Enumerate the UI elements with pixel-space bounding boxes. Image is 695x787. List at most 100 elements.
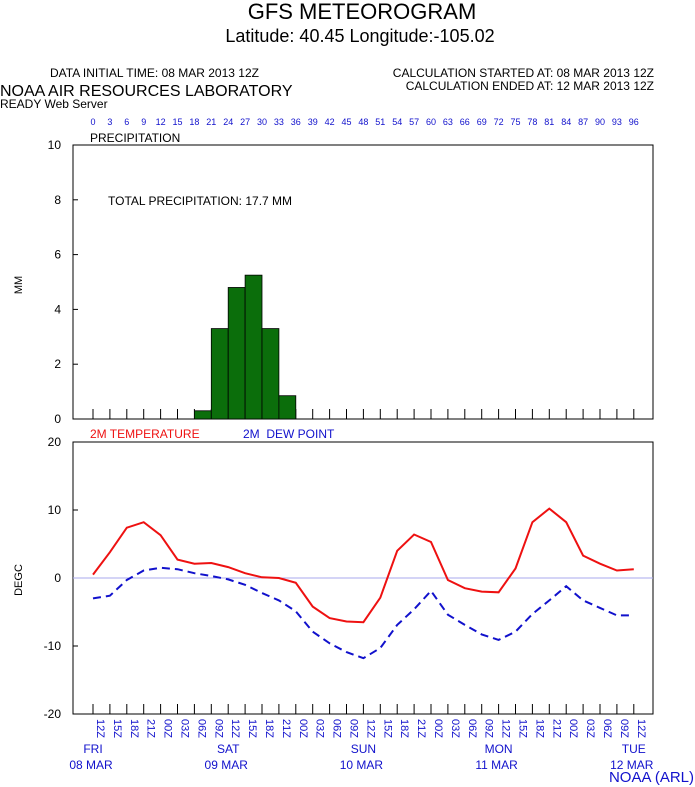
forecast-hour-label: 3 — [107, 117, 112, 127]
forecast-hour-label: 60 — [426, 117, 436, 127]
date-label: 10 MAR — [340, 758, 384, 772]
time-label: 21Z — [550, 719, 562, 738]
time-label: 03Z — [314, 719, 326, 738]
day-label: SAT — [217, 742, 240, 756]
forecast-hour-label: 63 — [443, 117, 453, 127]
temp-ytick-label: -10 — [44, 639, 62, 653]
day-label: FRI — [83, 742, 102, 756]
time-label: 15Z — [517, 719, 529, 738]
time-label: 21Z — [145, 719, 157, 738]
calc-started: CALCULATION STARTED AT: 08 MAR 2013 12Z — [393, 66, 654, 80]
time-label: 15Z — [381, 719, 393, 738]
time-label: 12Z — [500, 719, 512, 738]
forecast-hour-label: 21 — [206, 117, 216, 127]
precip-ytick-label: 4 — [54, 302, 61, 316]
time-label: 09Z — [212, 719, 224, 738]
dewpoint-series-label: 2M DEW POINT — [243, 427, 335, 441]
forecast-hour-label: 93 — [612, 117, 622, 127]
forecast-hour-label: 33 — [274, 117, 284, 127]
precip-ylabel: MM — [13, 276, 25, 294]
forecast-hour-label: 42 — [325, 117, 335, 127]
time-label: 12Z — [364, 719, 376, 738]
time-label: 18Z — [263, 719, 275, 738]
precip-title: PRECIPITATION — [90, 131, 180, 145]
day-label: TUE — [622, 742, 646, 756]
time-label: 00Z — [297, 719, 309, 738]
precip-ytick-label: 6 — [54, 248, 61, 262]
time-label: 06Z — [601, 719, 613, 738]
data-initial-time: DATA INITIAL TIME: 08 MAR 2013 12Z — [50, 66, 259, 80]
forecast-hour-label: 75 — [510, 117, 520, 127]
forecast-hour-label: 0 — [90, 117, 95, 127]
forecast-hour-label: 78 — [527, 117, 537, 127]
lab-name: NOAA AIR RESOURCES LABORATORY — [0, 83, 293, 100]
forecast-hour-label: 90 — [595, 117, 605, 127]
temp-ylabel: DEGC — [13, 564, 25, 596]
server-name: READY Web Server — [0, 97, 108, 111]
precip-bar — [261, 328, 280, 420]
precip-bar — [278, 395, 297, 420]
forecast-hour-label: 72 — [494, 117, 504, 127]
precip-total-annotation: TOTAL PRECIPITATION: 17.7 MM — [108, 194, 292, 208]
time-label: 18Z — [398, 719, 410, 738]
time-label: 06Z — [195, 719, 207, 738]
forecast-hour-label: 81 — [544, 117, 554, 127]
time-label: 12Z — [94, 719, 106, 738]
forecast-hour-label: 30 — [257, 117, 267, 127]
forecast-hour-label: 39 — [308, 117, 318, 127]
forecast-hour-label: 6 — [124, 117, 129, 127]
time-label: 09Z — [483, 719, 495, 738]
forecast-hour-label: 9 — [141, 117, 146, 127]
time-label: 21Z — [415, 719, 427, 738]
temperature-line — [92, 507, 634, 624]
time-label: 18Z — [128, 719, 140, 738]
forecast-hour-label: 57 — [409, 117, 419, 127]
time-label: 00Z — [162, 719, 174, 738]
time-label: 00Z — [567, 719, 579, 738]
time-axis: 12Z 15Z 18Z 21Z 00Z 03Z 06Z 09Z 12Z 15Z 18Z 21Z 00Z 0… — [69, 719, 653, 772]
title: GFS METEOROGRAM — [248, 0, 477, 24]
forecast-hour-label: 96 — [629, 117, 639, 127]
precip-bar — [193, 410, 212, 420]
forecast-hour-label: 36 — [291, 117, 301, 127]
precip-ytick-label: 10 — [48, 138, 62, 152]
precip-bar — [227, 287, 246, 420]
forecast-hour-label: 12 — [156, 117, 166, 127]
time-label: 03Z — [449, 719, 461, 738]
forecast-hour-label: 48 — [358, 117, 368, 127]
precip-frame — [72, 144, 654, 420]
dewpoint-line — [92, 566, 634, 660]
date-label: 09 MAR — [205, 758, 249, 772]
day-label: MON — [485, 742, 513, 756]
precip-ytick-label: 0 — [54, 412, 61, 426]
time-label: 15Z — [111, 719, 123, 738]
temp-ytick-label: -20 — [44, 707, 62, 721]
date-label: 08 MAR — [69, 758, 113, 772]
time-label: 12Z — [635, 719, 647, 738]
temp-ytick-label: 10 — [48, 503, 62, 517]
forecast-hour-label: 87 — [578, 117, 588, 127]
precip-bar — [210, 328, 229, 420]
precip-ytick-label: 8 — [54, 193, 61, 207]
forecast-hour-label: 24 — [223, 117, 233, 127]
day-label: SUN — [351, 742, 376, 756]
temp-series-label: 2M TEMPERATURE — [90, 427, 200, 441]
date-label: 12 MAR — [610, 758, 654, 772]
forecast-hour-label: 45 — [341, 117, 351, 127]
temp-ytick-label: 20 — [48, 435, 62, 449]
time-label: 06Z — [331, 719, 343, 738]
forecast-hour-axis: 0 3 6 9 12 15 18 21 24 27 30 33 36 39 42 45 48 51 54 57 60 63… — [90, 117, 638, 127]
location-subtitle: Latitude: 40.45 Longitude:-105.02 — [225, 26, 494, 46]
forecast-hour-label: 18 — [189, 117, 199, 127]
forecast-hour-label: 54 — [392, 117, 402, 127]
time-label: 12Z — [229, 719, 241, 738]
precip-bar — [244, 274, 263, 420]
forecast-hour-label: 27 — [240, 117, 250, 127]
time-label: 06Z — [466, 719, 478, 738]
forecast-hour-label: 66 — [460, 117, 470, 127]
time-label: 09Z — [618, 719, 630, 738]
time-label: 18Z — [533, 719, 545, 738]
precipitation-panel: PRECIPITATION TOTAL PRECIPITATION: 17.7 … — [13, 131, 654, 426]
forecast-hour-label: 51 — [375, 117, 385, 127]
